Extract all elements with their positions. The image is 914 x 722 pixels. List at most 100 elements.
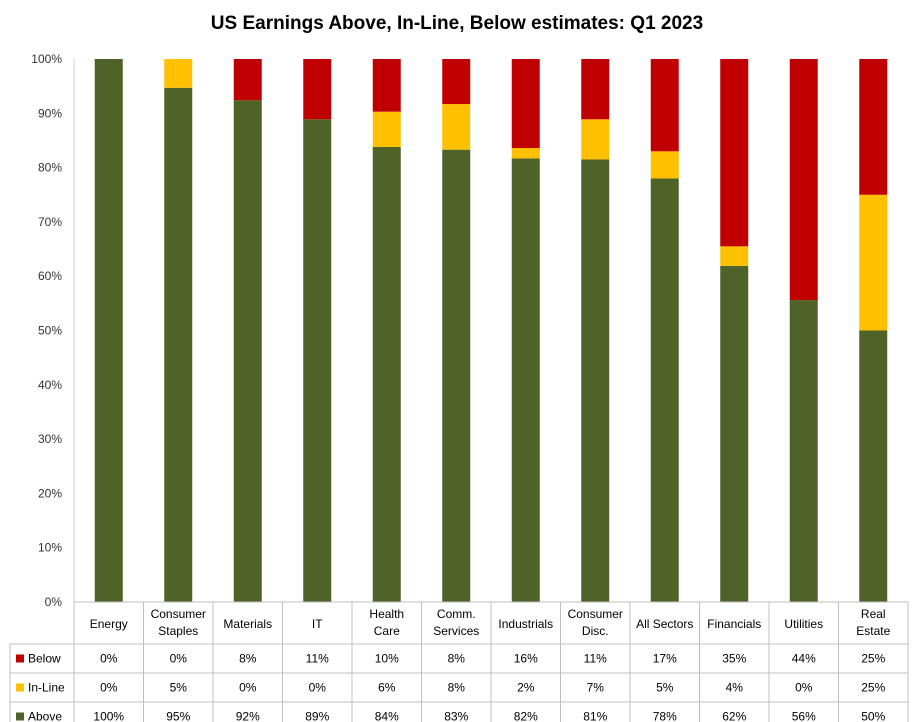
category-label: Disc. <box>582 624 609 638</box>
y-tick-label: 0% <box>45 595 63 609</box>
data-label: 11% <box>584 652 607 666</box>
bar-below <box>442 59 471 105</box>
bar-below <box>511 59 540 149</box>
data-label: 8% <box>239 652 257 666</box>
category-label: Health <box>369 607 404 621</box>
data-table: Energy Consumer Staples Materials IT Health Ca… <box>9 601 909 722</box>
data-label: 35% <box>722 652 746 666</box>
data-label: 0% <box>170 652 188 666</box>
bar-above <box>233 100 262 602</box>
category-label: Staples <box>158 624 198 638</box>
data-label: 92% <box>236 710 260 722</box>
legend-swatch <box>16 712 24 721</box>
bar-below <box>650 59 679 152</box>
category-label: Services <box>433 624 479 638</box>
category-label: Real <box>861 607 886 621</box>
category-label: Consumer <box>568 607 623 621</box>
bar-above <box>303 119 332 602</box>
data-label: 83% <box>444 710 468 722</box>
y-tick-label: 70% <box>38 215 62 229</box>
bar-below <box>789 59 818 301</box>
bar-below <box>581 59 610 120</box>
bar-above <box>442 149 471 602</box>
data-label: 8% <box>448 681 466 695</box>
data-label: 56% <box>792 710 816 722</box>
data-label: 44% <box>792 652 816 666</box>
data-label: 8% <box>448 652 466 666</box>
bar-above <box>581 159 610 602</box>
bar-below <box>720 59 749 247</box>
data-label: 84% <box>375 710 399 722</box>
y-tick-label: 40% <box>38 378 62 392</box>
chart-title: US Earnings Above, In-Line, Below estima… <box>211 13 703 34</box>
bar-above <box>720 265 749 602</box>
axes: 0% 10% 20% 30% 40% 50% 60% 70% 80% 90% 100% <box>31 52 75 609</box>
bar-inline <box>581 119 610 160</box>
data-label: 17% <box>653 652 677 666</box>
data-label: 0% <box>239 681 257 695</box>
bar-above <box>789 300 818 602</box>
category-label: Consumer <box>151 607 206 621</box>
legend-label: Below <box>28 652 61 666</box>
bar-above <box>164 87 193 603</box>
legend-label: In-Line <box>28 681 65 695</box>
bar-inline <box>511 148 540 159</box>
data-label: 7% <box>587 681 605 695</box>
bar-inline <box>859 194 888 331</box>
bar-above <box>650 178 679 602</box>
data-label: 5% <box>656 681 674 695</box>
y-tick-label: 90% <box>38 106 62 120</box>
bar-inline <box>442 104 471 150</box>
y-tick-label: 100% <box>31 52 62 66</box>
bar-below <box>303 59 332 120</box>
data-label: 2% <box>517 681 535 695</box>
category-label: Comm. <box>437 607 476 621</box>
data-label: 95% <box>166 710 190 722</box>
bar-inline <box>372 111 401 147</box>
bar-below <box>233 59 262 101</box>
y-tick-label: 20% <box>38 486 62 500</box>
category-label: All Sectors <box>636 617 693 631</box>
y-tick-label: 50% <box>38 324 62 338</box>
category-label: Industrials <box>498 617 553 631</box>
data-label: 0% <box>100 681 118 695</box>
category-label: Estate <box>856 624 890 638</box>
data-label: 78% <box>653 710 677 722</box>
data-label: 81% <box>583 710 607 722</box>
data-label: 50% <box>861 710 885 722</box>
bars <box>94 59 888 603</box>
category-label: Financials <box>707 617 761 631</box>
data-label: 0% <box>795 681 813 695</box>
category-label: Utilities <box>784 617 823 631</box>
category-label: Energy <box>90 617 128 631</box>
data-label: 25% <box>861 652 885 666</box>
data-label: 5% <box>170 681 188 695</box>
bar-above <box>859 330 888 602</box>
y-tick-label: 80% <box>38 161 62 175</box>
category-label: Materials <box>223 617 272 631</box>
bar-above <box>372 146 401 602</box>
data-label: 4% <box>726 681 744 695</box>
data-label: 10% <box>375 652 399 666</box>
data-label: 82% <box>514 710 538 722</box>
category-label: IT <box>312 617 323 631</box>
data-label: 25% <box>861 681 885 695</box>
bar-inline <box>720 246 749 266</box>
bar-above <box>94 59 123 602</box>
legend-label: Above <box>28 710 62 722</box>
bar-above <box>511 158 540 602</box>
data-label: 16% <box>514 652 538 666</box>
data-label: 62% <box>722 710 746 722</box>
data-label: 0% <box>309 681 327 695</box>
data-label: 6% <box>378 681 396 695</box>
data-label: 11% <box>306 652 329 666</box>
bar-below <box>859 59 888 195</box>
bar-inline <box>164 59 193 88</box>
bar-below <box>372 59 401 112</box>
category-label: Care <box>374 624 400 638</box>
legend-swatch <box>16 654 24 663</box>
y-tick-label: 30% <box>38 432 62 446</box>
bar-inline <box>650 151 679 179</box>
